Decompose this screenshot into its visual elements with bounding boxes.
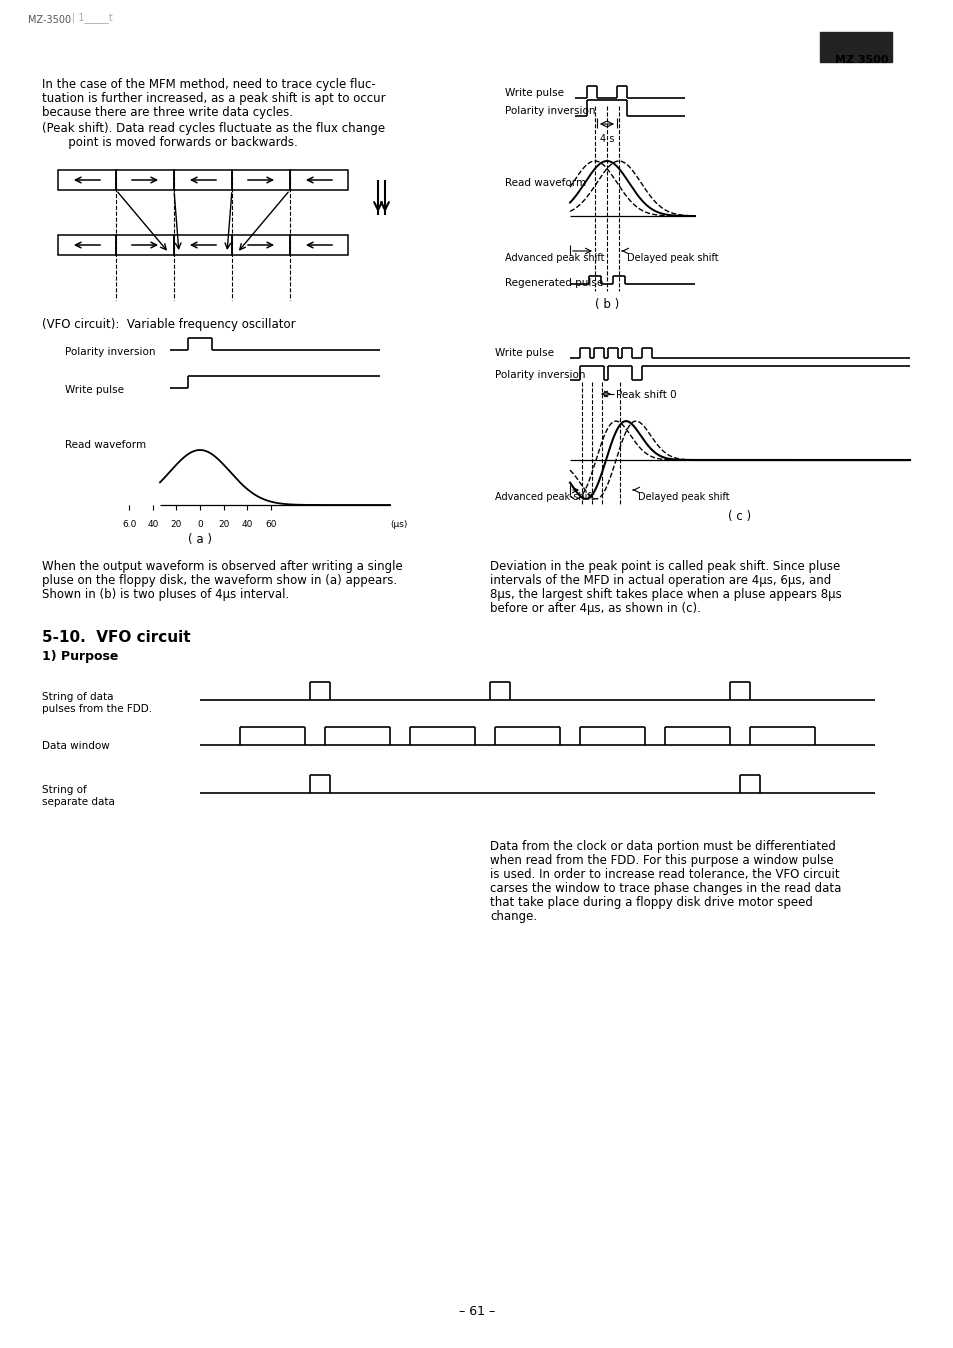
Bar — [290, 170, 348, 190]
Text: When the output waveform is observed after writing a single: When the output waveform is observed aft… — [42, 559, 402, 573]
Text: 60: 60 — [265, 520, 276, 528]
Text: 0: 0 — [197, 520, 203, 528]
Bar — [173, 170, 232, 190]
Text: is used. In order to increase read tolerance, the VFO circuit: is used. In order to increase read toler… — [490, 868, 839, 882]
Bar — [232, 170, 290, 190]
Text: Read waveform: Read waveform — [504, 178, 585, 187]
Text: before or after 4μs, as shown in (c).: before or after 4μs, as shown in (c). — [490, 603, 700, 615]
Text: | 1_____t: | 1_____t — [71, 12, 112, 23]
Text: tuation is further increased, as a peak shift is apt to occur: tuation is further increased, as a peak … — [42, 92, 385, 105]
Text: 20: 20 — [217, 520, 229, 528]
Text: Regenerated pulse: Regenerated pulse — [504, 278, 602, 288]
Text: Data window: Data window — [42, 741, 110, 751]
Text: String of data: String of data — [42, 692, 113, 702]
Text: intervals of the MFD in actual operation are 4μs, 6μs, and: intervals of the MFD in actual operation… — [490, 574, 830, 586]
Text: carses the window to trace phase changes in the read data: carses the window to trace phase changes… — [490, 882, 841, 895]
Text: Data from the clock or data portion must be differentiated: Data from the clock or data portion must… — [490, 840, 835, 853]
Text: In the case of the MFM method, need to trace cycle fluc-: In the case of the MFM method, need to t… — [42, 78, 375, 92]
Text: – 61 –: – 61 – — [458, 1305, 495, 1318]
Text: pulses from the FDD.: pulses from the FDD. — [42, 704, 152, 714]
Text: (Peak shift). Data read cycles fluctuate as the flux change: (Peak shift). Data read cycles fluctuate… — [42, 123, 385, 135]
Text: MZ-3500: MZ-3500 — [28, 15, 71, 26]
Text: Polarity inversion: Polarity inversion — [495, 369, 585, 380]
Text: (μs): (μs) — [390, 520, 407, 528]
Text: Write pulse: Write pulse — [495, 348, 554, 359]
Text: String of: String of — [42, 785, 87, 795]
Text: Write pulse: Write pulse — [504, 88, 563, 98]
Text: 40: 40 — [241, 520, 253, 528]
Text: ( a ): ( a ) — [188, 532, 212, 546]
Text: ( c ): ( c ) — [728, 510, 751, 523]
Text: Delayed peak shift: Delayed peak shift — [638, 492, 729, 501]
Bar — [58, 235, 116, 255]
Bar — [116, 170, 173, 190]
Text: Peak shift 0: Peak shift 0 — [616, 390, 676, 400]
Text: when read from the FDD. For this purpose a window pulse: when read from the FDD. For this purpose… — [490, 855, 833, 867]
Text: pluse on the floppy disk, the waveform show in (a) appears.: pluse on the floppy disk, the waveform s… — [42, 574, 396, 586]
Bar — [820, 32, 891, 62]
Text: ( b ): ( b ) — [595, 298, 618, 311]
Text: point is moved forwards or backwards.: point is moved forwards or backwards. — [42, 136, 297, 150]
Text: 20: 20 — [171, 520, 182, 528]
Text: Read waveform: Read waveform — [65, 439, 146, 450]
Text: that take place during a floppy disk drive motor speed: that take place during a floppy disk dri… — [490, 896, 812, 909]
Text: 8μs, the largest shift takes place when a pluse appears 8μs: 8μs, the largest shift takes place when … — [490, 588, 841, 601]
Text: Polarity inversion: Polarity inversion — [504, 106, 595, 116]
Text: 1) Purpose: 1) Purpose — [42, 650, 118, 663]
Text: 5-10.  VFO circuit: 5-10. VFO circuit — [42, 630, 191, 644]
Text: separate data: separate data — [42, 797, 114, 807]
Text: Polarity inversion: Polarity inversion — [65, 346, 155, 357]
Text: because there are three write data cycles.: because there are three write data cycle… — [42, 106, 293, 119]
Text: Deviation in the peak point is called peak shift. Since pluse: Deviation in the peak point is called pe… — [490, 559, 840, 573]
Bar — [232, 235, 290, 255]
Text: (VFO circuit):  Variable frequency oscillator: (VFO circuit): Variable frequency oscill… — [42, 318, 295, 332]
Text: 6.0: 6.0 — [122, 520, 136, 528]
Text: change.: change. — [490, 910, 537, 923]
Bar — [116, 235, 173, 255]
Bar — [173, 235, 232, 255]
Bar — [58, 170, 116, 190]
Text: Advanced peak shift: Advanced peak shift — [504, 253, 604, 263]
Text: Shown in (b) is two pluses of 4μs interval.: Shown in (b) is two pluses of 4μs interv… — [42, 588, 289, 601]
Text: Write pulse: Write pulse — [65, 386, 124, 395]
Text: 4 s: 4 s — [599, 133, 614, 144]
Bar — [290, 235, 348, 255]
Text: 40: 40 — [147, 520, 158, 528]
Text: MZ 3500: MZ 3500 — [834, 55, 887, 65]
Text: Advanced peak shift: Advanced peak shift — [495, 492, 594, 501]
Text: Delayed peak shift: Delayed peak shift — [626, 253, 718, 263]
